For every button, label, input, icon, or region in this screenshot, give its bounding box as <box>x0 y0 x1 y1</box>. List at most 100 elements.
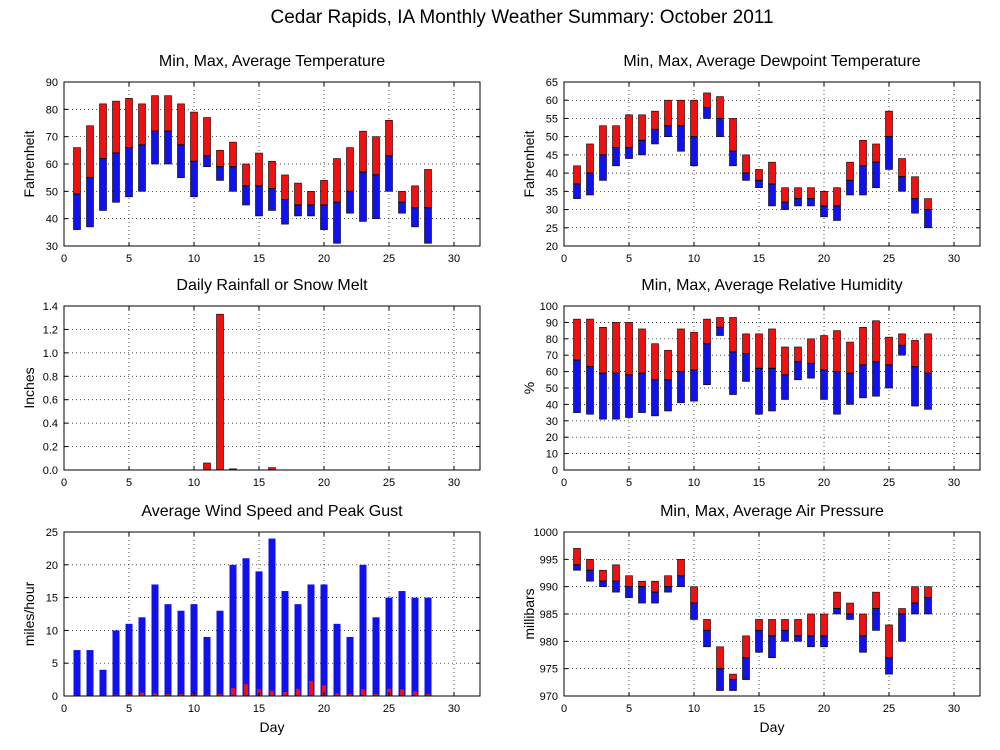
relative_humidity-min-bar <box>794 361 802 381</box>
relative_humidity-chart: Min, Max, Average Relative Humidity 0 10 20… <box>521 277 981 489</box>
dewpoint-max-bar <box>872 143 880 163</box>
dewpoint-min-bar <box>807 198 815 207</box>
wind-avg-bar <box>348 694 352 696</box>
dewpoint-xtick-label: 15 <box>753 253 765 265</box>
temperature-min-bar <box>268 188 276 211</box>
air_pressure-max-bar <box>794 619 802 637</box>
dewpoint-min-bar <box>742 172 750 181</box>
wind-xtick-label: 15 <box>253 703 265 715</box>
relative_humidity-min-bar <box>885 364 893 389</box>
dewpoint-min-bar <box>586 172 594 196</box>
relative_humidity-min-bar <box>612 372 620 420</box>
temperature-max-bar <box>138 103 146 146</box>
relative_humidity-ytick-label: 60 <box>546 367 558 379</box>
temperature-min-bar <box>216 166 224 181</box>
relative_humidity-max-bar <box>755 333 763 369</box>
wind-title: Average Wind Speed and Peak Gust <box>141 503 403 520</box>
air_pressure-xtick-label: 25 <box>883 703 895 715</box>
dewpoint-max-bar <box>742 154 750 174</box>
relative_humidity-ytick-label: 70 <box>546 350 558 362</box>
temperature-chart: Min, Max, Average Temperature30405060708… <box>21 53 481 265</box>
dewpoint-max-bar <box>911 176 919 199</box>
air_pressure-min-bar <box>924 597 932 615</box>
relative_humidity-max-bar <box>729 317 737 353</box>
wind-gust-bar <box>177 610 185 696</box>
wind-gust-bar <box>268 538 276 696</box>
air_pressure-max-bar <box>703 619 711 631</box>
air_pressure-max-bar <box>599 569 607 582</box>
air_pressure-ytick-label: 970 <box>540 691 558 703</box>
dewpoint-xtick-label: 0 <box>561 253 567 265</box>
rainfall-chart: Daily Rainfall or Snow Melt 0.0 0.2 0.4 0.6 0… <box>21 277 481 489</box>
relative_humidity-max-bar <box>573 318 581 361</box>
dewpoint-ytick-label: 40 <box>546 168 558 180</box>
relative_humidity-max-bar <box>898 333 906 346</box>
main-title: Cedar Rapids, IA Monthly Weather Summary… <box>270 7 773 28</box>
dewpoint-max-bar <box>807 187 815 199</box>
temperature-xtick-label: 5 <box>126 253 132 265</box>
air_pressure-min-bar <box>911 602 919 615</box>
temperature-xtick-label: 30 <box>448 253 460 265</box>
wind-ytick-label: 20 <box>46 560 58 572</box>
temperature-min-bar <box>190 160 198 198</box>
wind-ytick-label: 15 <box>46 593 58 605</box>
relative_humidity-max-bar <box>703 318 711 345</box>
dewpoint-min-bar <box>781 201 789 210</box>
relative_humidity-min-bar <box>664 379 672 412</box>
temperature-min-bar <box>125 147 133 198</box>
temperature-max-bar <box>216 150 224 168</box>
temperature-max-bar <box>177 103 185 146</box>
wind-gust-bar <box>99 669 107 696</box>
relative_humidity-min-bar <box>729 351 737 395</box>
wind-gust-bar <box>372 617 380 696</box>
temperature-min-bar <box>424 207 432 244</box>
dewpoint-ytick-label: 65 <box>546 77 558 89</box>
temperature-ytick-label: 30 <box>46 241 58 253</box>
temperature-max-bar <box>125 98 133 148</box>
temperature-min-bar <box>307 204 315 217</box>
relative_humidity-min-bar <box>586 366 594 415</box>
temperature-min-bar <box>372 174 380 219</box>
air_pressure-min-bar <box>833 608 841 615</box>
dewpoint-max-bar <box>612 125 620 148</box>
wind-avg-bar <box>114 694 118 696</box>
air_pressure-max-bar <box>586 559 594 571</box>
wind-avg-bar <box>322 685 326 696</box>
relative_humidity-min-bar <box>703 343 711 386</box>
dewpoint-max-bar <box>885 110 893 137</box>
air_pressure-min-bar <box>599 580 607 587</box>
air_pressure-min-bar <box>573 564 581 571</box>
temperature-min-bar <box>203 155 211 168</box>
wind-gust-bar <box>138 617 146 696</box>
dewpoint-min-bar <box>911 198 919 214</box>
temperature-ylabel: Fahrenheit <box>21 130 37 197</box>
rainfall-ylabel: Inches <box>21 367 37 408</box>
wind-gust-bar <box>307 584 315 696</box>
relative_humidity-title: Min, Max, Average Relative Humidity <box>641 277 902 294</box>
relative_humidity-min-bar <box>872 361 880 397</box>
temperature-title: Min, Max, Average Temperature <box>159 53 385 70</box>
dewpoint-min-bar <box>651 129 659 145</box>
charts-layer: Min, Max, Average Temperature30405060708… <box>21 53 981 735</box>
rainfall-xtick-label: 20 <box>318 477 330 489</box>
air_pressure-ytick-label: 980 <box>540 636 558 648</box>
wind-gust-bar <box>398 591 406 696</box>
temperature-max-bar <box>190 111 198 162</box>
wind-xtick-label: 30 <box>448 703 460 715</box>
wind-xtick-label: 0 <box>61 703 67 715</box>
dewpoint-min-bar <box>703 107 711 119</box>
temperature-max-bar <box>268 160 276 189</box>
dewpoint-ytick-label: 45 <box>546 150 558 162</box>
temperature-xtick-label: 20 <box>318 253 330 265</box>
relative_humidity-xtick-label: 10 <box>688 477 700 489</box>
relative_humidity-min-bar <box>690 369 698 402</box>
wind-avg-bar <box>205 694 209 696</box>
air_pressure-max-bar <box>625 575 633 587</box>
wind-gust-bar <box>346 636 354 696</box>
temperature-max-bar <box>203 117 211 157</box>
wind-gust-bar <box>112 630 120 696</box>
relative_humidity-min-bar <box>716 327 724 336</box>
dewpoint-ytick-label: 35 <box>546 186 558 198</box>
relative_humidity-max-bar <box>716 317 724 328</box>
rainfall-ytick-label: 1.2 <box>43 324 58 336</box>
